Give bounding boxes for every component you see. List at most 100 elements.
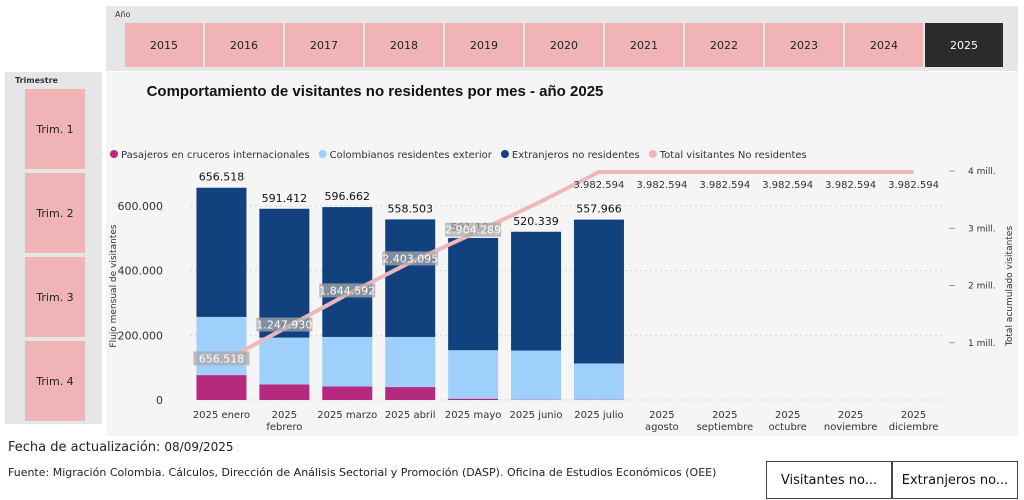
year-buttons: 2015 2016 2017 2018 2019 2020 2021 2022 2023 2024… (125, 23, 1003, 67)
year-button-2023[interactable]: 2023 (765, 23, 843, 67)
trimester-filter-panel: Trimestre Trim. 1 Trim. 2 Trim. 3 Trim. 4 (5, 72, 102, 424)
x-tick-label-month: diciembre (889, 422, 939, 433)
cumulative-label: 1.247.930 (256, 319, 312, 332)
x-tick-label-year: 2025 (838, 410, 863, 421)
year-button-2020[interactable]: 2020 (525, 23, 603, 67)
bar-segment (322, 386, 373, 400)
cumulative-label: 2.904.289 (445, 224, 501, 237)
bar-segment (448, 398, 499, 400)
bar-segment (573, 219, 624, 364)
cumulative-label: 3.982.594 (574, 180, 625, 191)
year-filter-label: Año (115, 10, 131, 19)
year-button-2016[interactable]: 2016 (205, 23, 283, 67)
y-axis-title: Flujo mensual de visitantes (109, 224, 119, 347)
bar-segment (511, 231, 562, 351)
x-tick-label-year: 2025 (649, 410, 674, 421)
x-tick-label-year: 2025 (712, 410, 737, 421)
x-tick-label-year: 2025 (901, 410, 926, 421)
legend-item: Pasajeros en cruceros internacionales (121, 150, 310, 161)
year-button-2025[interactable]: 2025 (925, 23, 1003, 67)
cumulative-label: 3.982.594 (825, 180, 876, 191)
cumulative-label-bg (445, 222, 502, 237)
cumulative-label: 656.518 (199, 352, 245, 365)
x-tick-label-month: octubre (769, 422, 807, 433)
cumulative-label-bg (193, 351, 250, 366)
legend-marker (110, 150, 118, 158)
trimester-button-3[interactable]: Trim. 3 (25, 257, 85, 337)
total-label: 656.518 (199, 171, 245, 184)
cumulative-label: 3.982.594 (762, 180, 813, 191)
bar-segment (259, 337, 310, 385)
year-filter-panel: Año 2015 2016 2017 2018 2019 2020 2021 2022 2023… (106, 6, 1018, 71)
update-value: 08/09/2025 (164, 440, 234, 454)
x-tick-label-year: 2025 (775, 410, 800, 421)
total-label: 558.503 (387, 202, 433, 215)
cumulative-label: 3.982.594 (636, 180, 687, 191)
y-tick-label: 400.000 (118, 265, 164, 278)
year-button-2024[interactable]: 2024 (845, 23, 923, 67)
legend-item: Colombianos residentes exterior (330, 150, 493, 161)
total-label: 596.662 (325, 190, 371, 203)
cumulative-label: 3.982.594 (699, 180, 750, 191)
legend-item: Extranjeros no residentes (512, 150, 640, 161)
visitantes-button[interactable]: Visitantes no... (766, 461, 892, 499)
bar-segment (573, 363, 624, 400)
update-label: Fecha de actualización: (8, 440, 161, 455)
x-tick-label: 2025 enero (193, 410, 250, 421)
legend-marker (318, 150, 327, 158)
y-tick-label: 0 (156, 394, 163, 407)
y2-tick-label: 1 mill. (968, 339, 996, 349)
legend-marker (500, 150, 509, 158)
y-tick-label: 200.000 (118, 329, 164, 342)
cumulative-line (220, 169, 914, 365)
total-label: 591.412 (262, 192, 308, 205)
x-tick-label-year: 2025 (272, 410, 297, 421)
y-tick-label: 600.000 (118, 200, 164, 213)
bar-segment (259, 384, 310, 400)
total-label: 520.339 (513, 215, 559, 228)
bar-segment (322, 207, 373, 337)
trimester-button-2[interactable]: Trim. 2 (25, 173, 85, 253)
year-button-2015[interactable]: 2015 (125, 23, 203, 67)
y2-tick-label: 3 mill. (968, 224, 996, 234)
x-tick-label: 2025 mayo (445, 410, 502, 421)
y2-tick-label: 4 mill. (968, 167, 996, 177)
bar-segment (259, 208, 310, 338)
cumulative-label: 1.844.592 (319, 284, 375, 297)
year-button-2018[interactable]: 2018 (365, 23, 443, 67)
bar-segment (385, 336, 436, 388)
x-tick-label: 2025 junio (510, 410, 563, 421)
source-text: Fuente: Migración Colombia. Cálculos, Di… (8, 466, 717, 479)
bar-segment (448, 237, 499, 351)
cumulative-label-bg (319, 283, 376, 298)
legend-marker (648, 150, 657, 158)
extranjeros-button[interactable]: Extranjeros no... (892, 461, 1018, 499)
cumulative-label: 2.403.095 (382, 252, 438, 265)
year-button-2017[interactable]: 2017 (285, 23, 363, 67)
year-button-2021[interactable]: 2021 (605, 23, 683, 67)
x-tick-label: 2025 abril (385, 410, 436, 421)
total-label: 557.966 (576, 203, 622, 216)
legend-item: Total visitantes No residentes (659, 150, 807, 161)
bar-segment (196, 187, 247, 317)
bar-segment (196, 375, 247, 400)
update-row: Fecha de actualización: 08/09/2025 (8, 440, 234, 455)
year-button-2019[interactable]: 2019 (445, 23, 523, 67)
bar-segment (448, 350, 499, 399)
x-tick-label: 2025 julio (574, 410, 623, 421)
trimester-button-1[interactable]: Trim. 1 (25, 89, 85, 169)
cumulative-label-bg (382, 251, 439, 266)
bar-segment (322, 336, 373, 387)
x-tick-label: 2025 marzo (317, 410, 377, 421)
x-tick-label-month: noviembre (824, 422, 877, 433)
bar-segment (196, 316, 247, 376)
y2-tick-label: 2 mill. (968, 282, 996, 292)
trimester-button-4[interactable]: Trim. 4 (25, 341, 85, 421)
bar-segment (511, 350, 562, 400)
cumulative-label: 3.982.594 (888, 180, 939, 191)
bar-segment (385, 387, 436, 400)
x-tick-label-month: febrero (266, 422, 302, 433)
y2-axis-title: Total acumulado visitantes (1005, 226, 1015, 347)
year-button-2022[interactable]: 2022 (685, 23, 763, 67)
